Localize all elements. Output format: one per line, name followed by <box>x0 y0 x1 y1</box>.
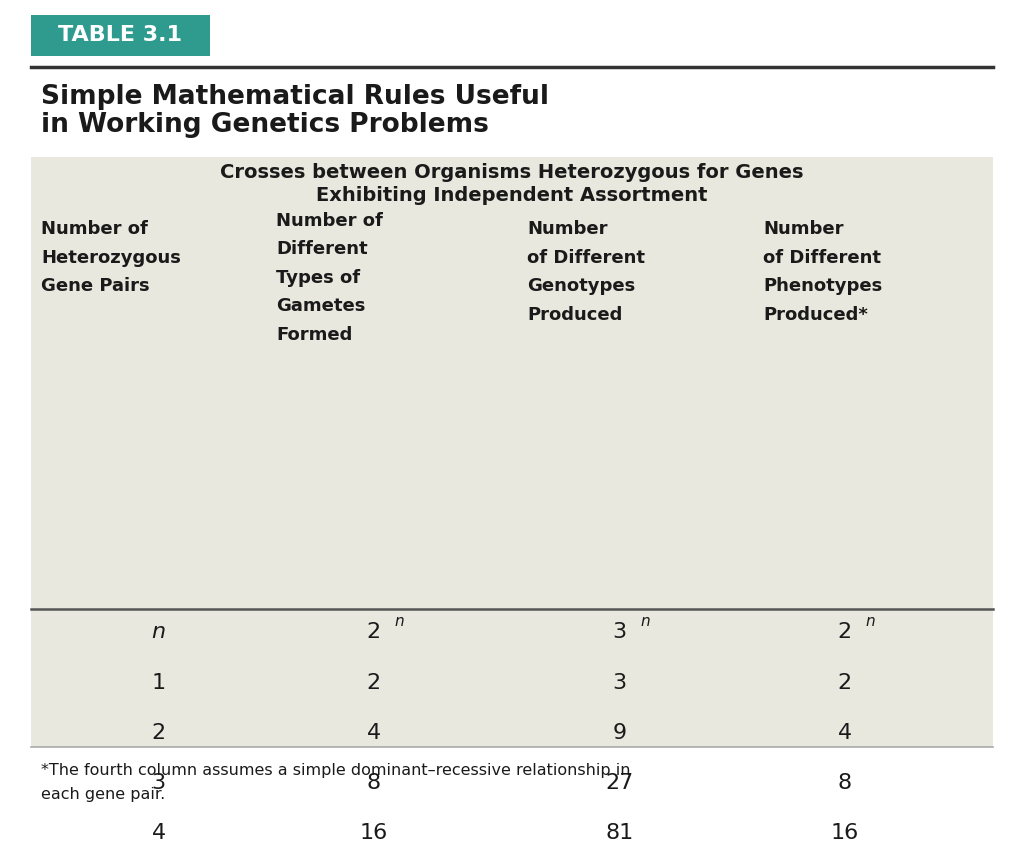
Text: n: n <box>865 613 874 629</box>
FancyBboxPatch shape <box>31 157 993 747</box>
Text: Heterozygous: Heterozygous <box>41 249 181 267</box>
Text: 8: 8 <box>838 772 852 793</box>
Text: 4: 4 <box>838 722 852 743</box>
Text: n: n <box>640 613 649 629</box>
Text: 8: 8 <box>367 772 381 793</box>
FancyBboxPatch shape <box>31 15 210 56</box>
Text: 2: 2 <box>838 672 852 693</box>
Text: Exhibiting Independent Assortment: Exhibiting Independent Assortment <box>316 186 708 205</box>
Text: Number of: Number of <box>276 212 383 230</box>
Text: 9: 9 <box>612 722 627 743</box>
Text: Simple Mathematical Rules Useful: Simple Mathematical Rules Useful <box>41 84 549 110</box>
Text: Number: Number <box>527 220 608 238</box>
Text: Types of: Types of <box>276 269 360 287</box>
Text: 2: 2 <box>367 672 381 693</box>
Text: 16: 16 <box>359 823 388 843</box>
Text: Different: Different <box>276 240 368 258</box>
Text: Phenotypes: Phenotypes <box>763 277 882 295</box>
Text: Formed: Formed <box>276 326 353 344</box>
Text: Gene Pairs: Gene Pairs <box>41 277 150 295</box>
Text: 2: 2 <box>152 722 166 743</box>
Text: TABLE 3.1: TABLE 3.1 <box>58 25 182 46</box>
Text: each gene pair.: each gene pair. <box>41 787 165 803</box>
Text: 27: 27 <box>605 772 634 793</box>
Text: 16: 16 <box>830 823 859 843</box>
Text: n: n <box>152 622 166 643</box>
Text: Crosses between Organisms Heterozygous for Genes: Crosses between Organisms Heterozygous f… <box>220 163 804 182</box>
Text: Number of: Number of <box>41 220 147 238</box>
Text: 81: 81 <box>605 823 634 843</box>
Text: Produced: Produced <box>527 306 623 324</box>
Text: 4: 4 <box>152 823 166 843</box>
Text: Gametes: Gametes <box>276 297 366 315</box>
Text: 4: 4 <box>367 722 381 743</box>
Text: Number: Number <box>763 220 844 238</box>
Text: 1: 1 <box>152 672 166 693</box>
Text: 3: 3 <box>612 672 627 693</box>
Text: of Different: of Different <box>527 249 645 267</box>
Text: Produced*: Produced* <box>763 306 867 324</box>
Text: 2: 2 <box>367 622 381 643</box>
Text: *The fourth column assumes a simple dominant–recessive relationship in: *The fourth column assumes a simple domi… <box>41 763 631 778</box>
Text: 3: 3 <box>612 622 627 643</box>
Text: 3: 3 <box>152 772 166 793</box>
Text: n: n <box>394 613 403 629</box>
Text: 2: 2 <box>838 622 852 643</box>
Text: in Working Genetics Problems: in Working Genetics Problems <box>41 112 488 138</box>
Text: of Different: of Different <box>763 249 881 267</box>
Text: Genotypes: Genotypes <box>527 277 636 295</box>
